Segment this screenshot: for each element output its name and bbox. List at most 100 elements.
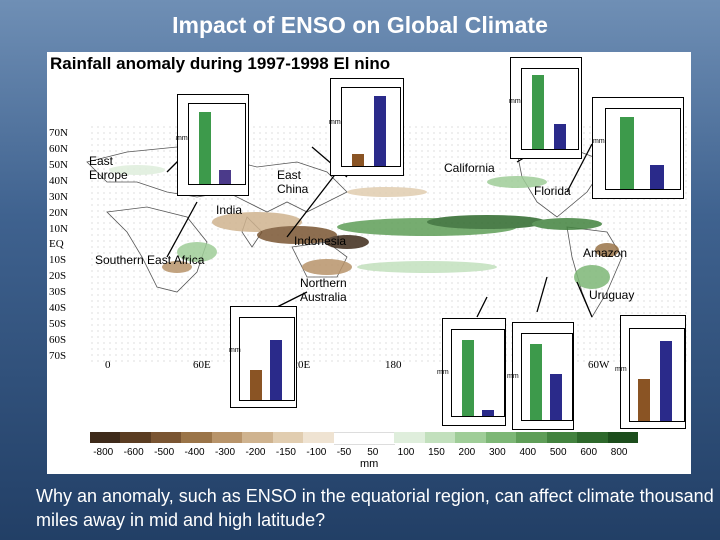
lat-label: 70N [49, 127, 68, 139]
bar-nino [638, 379, 650, 421]
rainfall-figure: Rainfall anomaly during 1997-1998 El nin… [47, 52, 691, 474]
scale-swatch [607, 432, 639, 443]
bar-nino [199, 112, 211, 184]
lat-label: 50N [49, 159, 68, 171]
scale-unit: mm [360, 458, 379, 470]
region-label-uruguay: Uruguay [589, 288, 635, 302]
scale-tick-label: 100 [397, 447, 415, 458]
scale-tick-label: 600 [580, 447, 598, 458]
scale-tick-label: -500 [154, 447, 175, 458]
region-label-florida: Florida [534, 184, 571, 198]
lon-label: 60W [588, 359, 610, 371]
inset-chart-california: mm [509, 57, 582, 159]
lat-label: 30S [49, 286, 67, 298]
lat-label: 20N [49, 207, 68, 219]
bar-nino [620, 117, 634, 189]
scale-swatch [211, 432, 243, 443]
scale-tick-label: 150 [428, 447, 445, 458]
bar-normal [482, 410, 494, 416]
region-label-southern-east-africa: Southern East Africa [95, 253, 205, 267]
lon-label: 0 [105, 359, 111, 371]
lat-label: 10S [49, 254, 67, 266]
figure-title: Rainfall anomaly during 1997-1998 El nin… [50, 54, 391, 73]
bar-nino [532, 75, 544, 149]
region-label-indonesia: Indonesia [294, 234, 347, 248]
scale-tick-label: -600 [123, 447, 144, 458]
bar-normal [650, 165, 664, 189]
region-label-east-europe: East Europe [89, 154, 128, 182]
scale-tick-label: -400 [184, 447, 205, 458]
bar-normal [270, 340, 282, 400]
inset-plot [521, 333, 573, 421]
scale-swatch [577, 432, 609, 443]
axis-unit: mm [593, 138, 605, 145]
scale-swatch [333, 432, 365, 445]
scale-swatch [303, 432, 335, 443]
lat-label: 40S [49, 302, 67, 314]
lat-label: 60S [49, 334, 67, 346]
bar-normal [554, 124, 566, 149]
anomaly-shading [109, 165, 619, 289]
lon-label: 60E [193, 359, 211, 371]
inset-plot [341, 87, 401, 167]
region-label-amazon: Amazon [583, 246, 628, 260]
scale-swatch [272, 432, 304, 443]
inset-plot [521, 68, 579, 150]
color-scale [90, 432, 639, 445]
lat-label: 70S [49, 350, 67, 362]
axis-unit: mm [437, 369, 449, 376]
region-label-california: California [444, 161, 495, 175]
axis-unit: mm [329, 119, 341, 126]
lat-label: 50S [49, 318, 67, 330]
bar-nino [352, 154, 364, 166]
scale-tick-label: -150 [275, 447, 296, 458]
lat-label: 10N [49, 223, 68, 235]
bar-normal [374, 96, 386, 166]
scale-swatch [424, 432, 456, 443]
inset-plot [605, 108, 681, 190]
scale-tick-label: -200 [245, 447, 266, 458]
inset-chart-amazon: mm [507, 322, 574, 430]
axis-unit: mm [176, 135, 188, 142]
scale-tick-label: 50 [367, 447, 379, 458]
scale-tick-label: 200 [458, 447, 476, 458]
bar-normal [660, 341, 672, 421]
lat-label: 30N [49, 191, 68, 203]
bar-normal [550, 374, 562, 420]
inset-chart-east-europe: mm [176, 94, 249, 196]
lon-label: 180 [385, 359, 402, 371]
bar-nino [530, 344, 542, 420]
scale-tick-label: 800 [610, 447, 628, 458]
scale-tick-label: -50 [336, 447, 352, 458]
axis-unit: mm [507, 373, 519, 380]
scale-swatch [364, 432, 395, 445]
scale-swatch [242, 432, 274, 443]
inset-chart-uruguay: mm [615, 315, 686, 429]
bar-normal [219, 170, 231, 184]
inset-chart-southern-east-africa: mm [229, 306, 297, 408]
scale-swatch [394, 432, 426, 443]
scale-swatch [455, 432, 487, 443]
scale-swatch [546, 432, 578, 443]
region-label-east-china: East China [277, 168, 309, 196]
inset-plot [239, 317, 295, 401]
scale-swatch [120, 432, 152, 443]
scale-tick-label: 300 [489, 447, 506, 458]
scale-tick-label: 500 [549, 447, 567, 458]
scale-swatch [516, 432, 548, 443]
bar-nino [462, 340, 474, 416]
scale-swatch [485, 432, 517, 443]
inset-plot [451, 329, 505, 417]
region-label-northern-australia: Northern Australia [300, 276, 347, 304]
axis-unit: mm [229, 347, 241, 354]
bar-nino [250, 370, 262, 400]
scale-swatch [181, 432, 213, 443]
axis-unit: mm [615, 366, 627, 373]
inset-plot [629, 328, 685, 422]
scale-swatch [150, 432, 182, 443]
scale-tick-label: -300 [215, 447, 236, 458]
scale-tick-label: -100 [306, 447, 327, 458]
scale-tick-label: 400 [519, 447, 537, 458]
region-label-india: India [216, 203, 243, 217]
lat-label: 40N [49, 175, 68, 187]
